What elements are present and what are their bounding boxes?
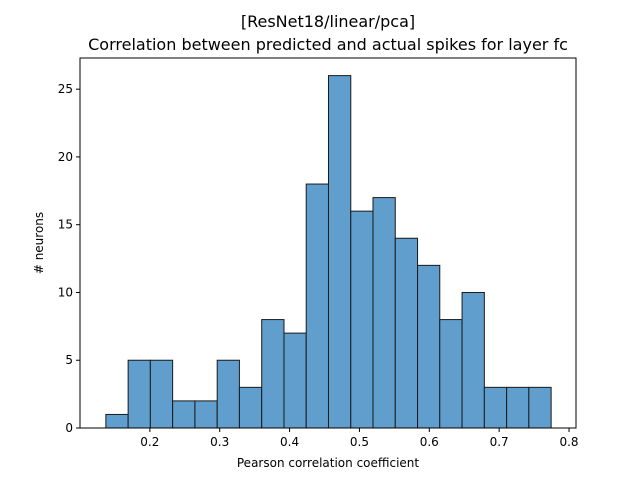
- histogram-bar: [105, 413, 129, 429]
- x-axis-label: Pearson correlation coefficient: [237, 456, 420, 470]
- y-tick-label: 10: [58, 285, 73, 299]
- histogram-bar: [506, 386, 530, 429]
- histogram-bar: [394, 237, 419, 429]
- histogram-bar: [327, 75, 352, 429]
- histogram-bar: [483, 386, 508, 429]
- y-axis-label: # neurons: [32, 212, 46, 274]
- histogram-bar: [305, 183, 329, 429]
- y-tick-label: 5: [65, 353, 73, 367]
- x-tick-label: 0.3: [210, 435, 229, 449]
- histogram-bar: [194, 400, 218, 429]
- y-tick-label: 0: [65, 421, 73, 435]
- histogram-bar: [127, 359, 151, 429]
- bars-group: [105, 75, 552, 429]
- y-tick-label: 20: [58, 150, 73, 164]
- x-tick-label: 0.2: [140, 435, 159, 449]
- histogram-bar: [261, 319, 285, 429]
- y-tick-label: 25: [58, 82, 73, 96]
- histogram-bar: [283, 332, 307, 429]
- histogram-bar: [149, 359, 174, 429]
- y-tick-label: 15: [58, 218, 73, 232]
- histogram-bar: [350, 210, 374, 429]
- histogram-bar: [461, 291, 485, 429]
- y-axis-ticks: 0 5 10 15 20 25: [58, 82, 80, 435]
- chart-title-line-1: [ResNet18/linear/pca]: [241, 12, 415, 31]
- histogram-bar: [528, 386, 552, 429]
- x-tick-label: 0.7: [490, 435, 509, 449]
- histogram-bar: [216, 359, 240, 429]
- histogram-bar: [439, 319, 463, 429]
- x-axis-ticks: 0.2 0.3 0.4 0.5 0.6 0.7 0.8: [140, 428, 579, 449]
- x-tick-label: 0.8: [559, 435, 578, 449]
- x-tick-label: 0.5: [350, 435, 369, 449]
- x-tick-label: 0.6: [420, 435, 439, 449]
- x-tick-label: 0.4: [280, 435, 299, 449]
- histogram-bar: [172, 400, 196, 429]
- histogram-bar: [372, 197, 396, 429]
- chart-title-line-2: Correlation between predicted and actual…: [88, 35, 568, 54]
- plot-frame: [79, 57, 577, 429]
- histogram-bar: [417, 264, 441, 429]
- histogram-bar: [238, 386, 263, 429]
